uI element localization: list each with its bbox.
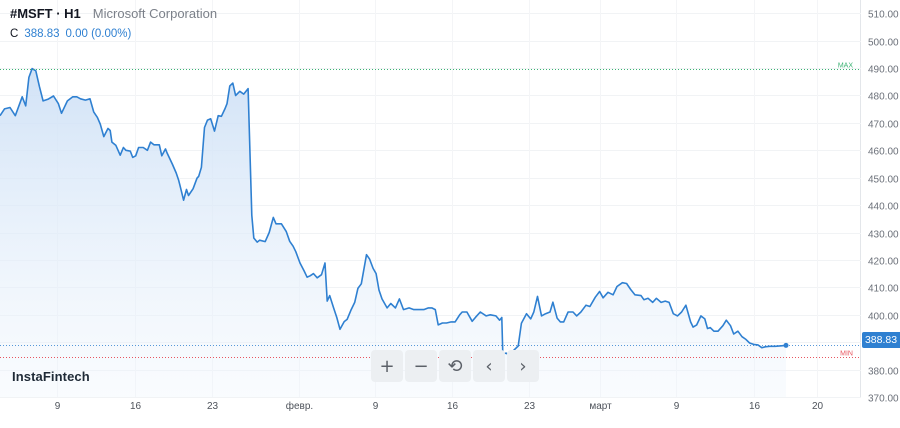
y-tick-label: 410.00 xyxy=(868,284,899,295)
x-tick-label: 23 xyxy=(524,401,536,412)
y-tick-label: 400.00 xyxy=(868,312,899,323)
chart-header: #MSFT · H1 Microsoft Corporation C 388.8… xyxy=(10,6,217,40)
x-tick-label: 23 xyxy=(207,401,219,412)
ohlc-line: C 388.83 0.00 (0.00%) xyxy=(10,28,217,40)
price-line xyxy=(0,67,787,356)
x-tick-label: 16 xyxy=(749,401,761,412)
x-tick-label: 9 xyxy=(55,401,61,412)
company-name: Microsoft Corporation xyxy=(92,6,218,21)
price-area-fill xyxy=(0,68,786,397)
y-tick-label: 380.00 xyxy=(868,367,899,378)
x-tick-label: 9 xyxy=(373,401,379,412)
y-tick-label: 490.00 xyxy=(868,65,899,76)
x-tick-label: 20 xyxy=(812,401,824,412)
brand-watermark: InstaFintech xyxy=(12,369,90,384)
y-tick-label: 510.00 xyxy=(868,10,899,21)
y-tick-label: 480.00 xyxy=(868,92,899,103)
y-tick-label: 420.00 xyxy=(868,257,899,268)
zoom-out-button[interactable]: − xyxy=(405,350,437,382)
price-area xyxy=(0,68,786,397)
zoom-in-button[interactable]: + xyxy=(371,350,403,382)
x-tick-label: 16 xyxy=(447,401,459,412)
change-value: 0.00 (0.00%) xyxy=(65,28,132,40)
last-price-dot xyxy=(783,342,789,348)
x-tick-label: 16 xyxy=(130,401,142,412)
x-axis: 9 16 23 февр. 9 16 23 март 9 16 20 xyxy=(55,400,824,412)
x-tick-label: февр. xyxy=(286,400,313,412)
y-tick-label: 430.00 xyxy=(868,230,899,241)
y-tick-label: 460.00 xyxy=(868,147,899,158)
y-tick-label: 470.00 xyxy=(868,120,899,131)
y-tick-label: 500.00 xyxy=(868,38,899,49)
scroll-right-icon[interactable]: › xyxy=(507,350,539,382)
last-price-tag: 388.83 xyxy=(862,332,900,348)
close-label: C xyxy=(10,28,19,40)
max-label: MAX xyxy=(838,63,854,70)
price-series-line xyxy=(0,67,787,356)
min-label: MIN xyxy=(840,351,853,358)
symbol-label: #MSFT · H1 xyxy=(10,6,81,21)
close-value: 388.83 xyxy=(24,28,60,40)
y-tick-label: 450.00 xyxy=(868,175,899,186)
scroll-left-icon[interactable]: ‹ xyxy=(473,350,505,382)
chart-toolbar: + − ⟲ ‹ › xyxy=(371,350,539,382)
y-tick-label: 440.00 xyxy=(868,202,899,213)
reset-icon[interactable]: ⟲ xyxy=(439,350,471,382)
y-tick-label: 370.00 xyxy=(868,394,899,405)
x-tick-label: март xyxy=(589,401,612,412)
max-min-lines: MAX MIN xyxy=(0,63,861,358)
x-tick-label: 9 xyxy=(674,401,680,412)
